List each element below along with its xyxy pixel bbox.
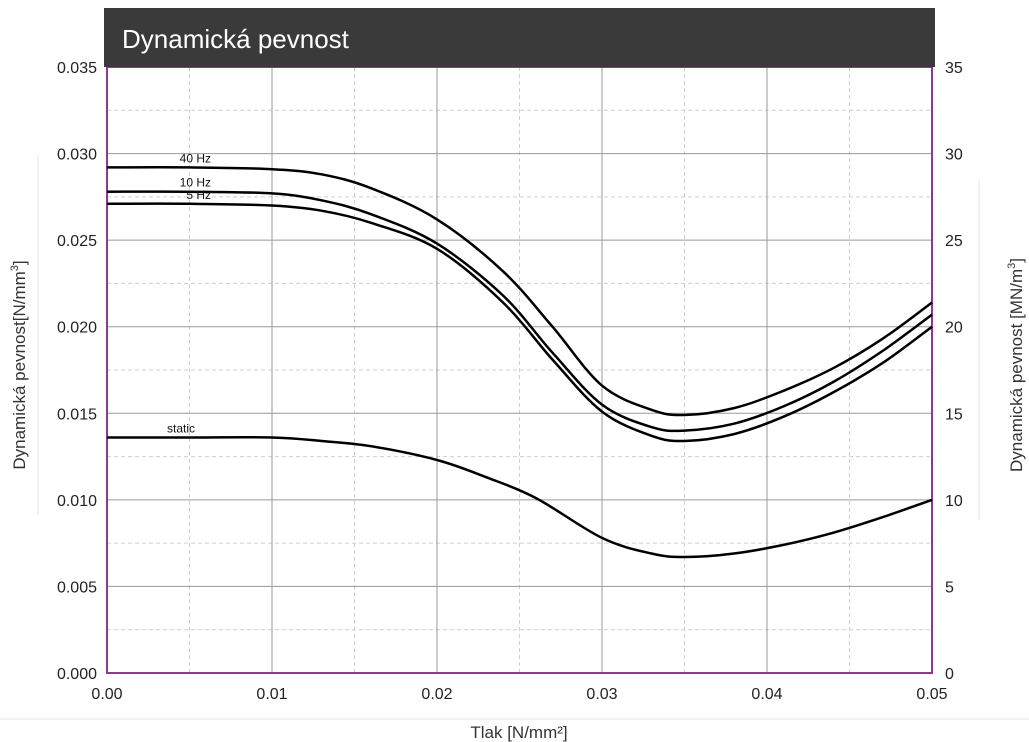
x-axis-ticks: 0.00 0.01 0.02 0.03 0.04 0.05 (91, 686, 947, 703)
major-grid (107, 67, 932, 673)
y-axis-right-ticks: 0 5 10 15 20 25 30 35 (945, 60, 963, 683)
x-tick-label: 0.01 (256, 686, 287, 703)
y-axis-left-label-sup: 3 (9, 265, 21, 271)
y-axis-right-label-end: ] (1007, 258, 1026, 263)
minor-grid (107, 67, 932, 673)
y-axis-right-label-sup: 3 (1006, 263, 1018, 269)
y-right-tick-label: 10 (945, 493, 963, 510)
series-label-10-hz: 10 Hz (180, 176, 211, 190)
y-right-tick-label: 25 (945, 233, 963, 250)
y-axis-left-label-main: Dynamická pevnost[N/mm (10, 271, 29, 469)
y-axis-left-label: Dynamická pevnost[N/mm3] (9, 260, 29, 469)
y-right-tick-label: 30 (945, 147, 963, 164)
title-bar (104, 8, 935, 67)
x-tick-label: 0.00 (91, 686, 122, 703)
y-left-tick-label: 0.035 (57, 60, 97, 77)
y-left-tick-label: 0.020 (57, 320, 97, 337)
y-left-tick-label: 0.030 (57, 147, 97, 164)
y-axis-right-label-main: Dynamická pevnost [MN/m (1007, 269, 1026, 472)
x-tick-label: 0.04 (751, 686, 782, 703)
y-left-tick-label: 0.005 (57, 579, 97, 596)
series-line-5-hz (106, 202, 933, 443)
y-right-tick-label: 5 (945, 579, 954, 596)
y-left-tick-label: 0.010 (57, 493, 97, 510)
chart-title: Dynamická pevnost (122, 24, 350, 54)
x-tick-label: 0.03 (586, 686, 617, 703)
y-left-tick-label: 0.015 (57, 406, 97, 423)
series-label-40-hz: 40 Hz (180, 151, 211, 165)
y-axis-left-ticks: 0.000 0.005 0.010 0.015 0.020 0.025 0.030 0.035 (57, 60, 97, 683)
y-right-tick-label: 0 (945, 666, 954, 683)
series-line-10-hz (106, 190, 933, 433)
y-right-tick-label: 15 (945, 406, 963, 423)
series-line-static (107, 435, 933, 559)
x-tick-label: 0.02 (421, 686, 452, 703)
y-left-tick-label: 0.025 (57, 233, 97, 250)
series-labels: 40 Hz 10 Hz5 Hz static (167, 151, 211, 435)
series-lines (106, 166, 933, 559)
series-label-5-hz: 5 Hz (186, 188, 211, 202)
series-line-40-hz (106, 166, 933, 417)
y-right-tick-label: 20 (945, 320, 963, 337)
y-axis-right-label: Dynamická pevnost [MN/m3] (1006, 258, 1026, 472)
x-tick-label: 0.05 (916, 686, 947, 703)
y-left-tick-label: 0.000 (57, 666, 97, 683)
x-axis-label: Tlak [N/mm²] (470, 723, 567, 742)
series-label-static: static (167, 422, 195, 436)
y-right-tick-label: 35 (945, 60, 963, 77)
y-axis-left-label-end: ] (10, 260, 29, 265)
